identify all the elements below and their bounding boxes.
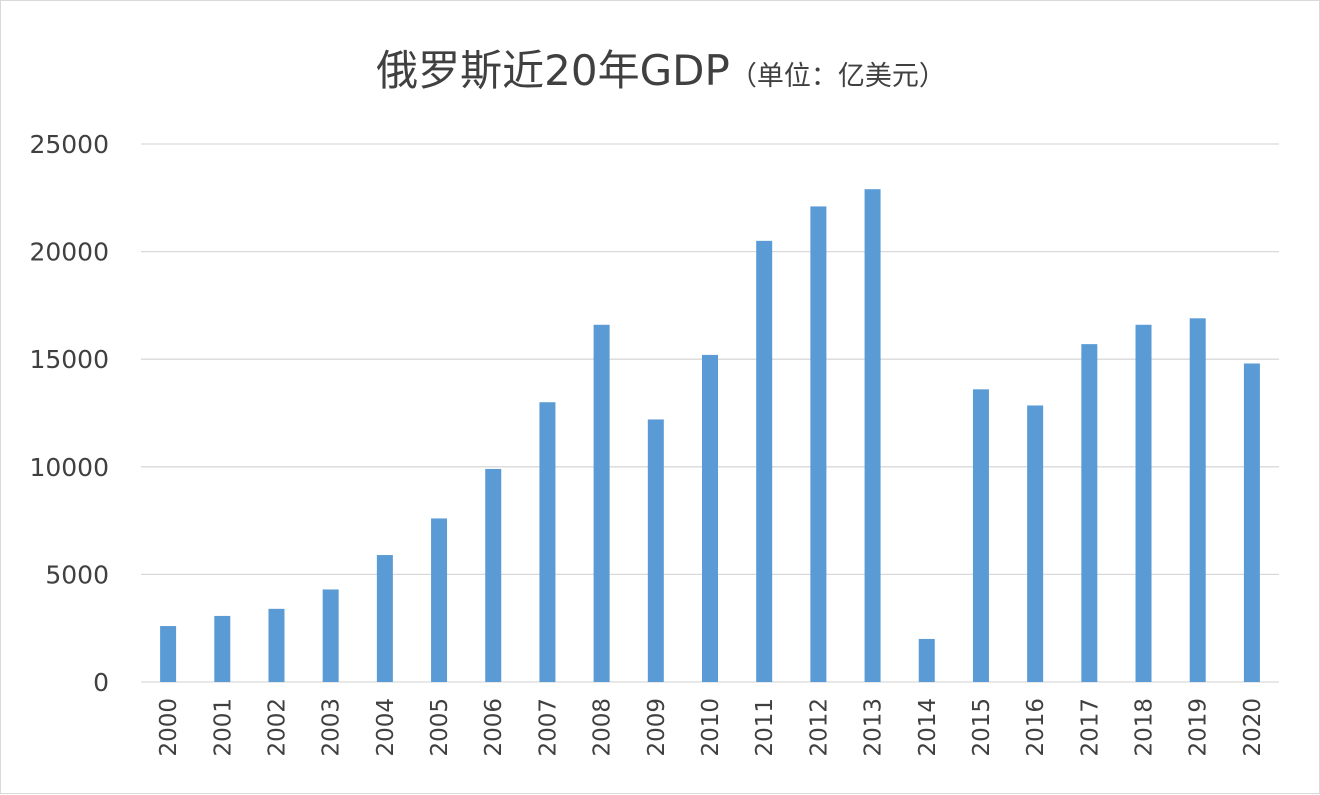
y-tick-label: 10000: [29, 453, 109, 482]
bar-2015: [972, 389, 989, 682]
bar-2001: [214, 615, 231, 682]
x-tick-label: 2004: [373, 698, 399, 757]
bar-2020: [1243, 363, 1260, 682]
bar-2013: [864, 189, 881, 682]
bar-2018: [1135, 324, 1152, 682]
chart-subtitle-unit: （单位：亿美元）: [729, 61, 946, 92]
bar-2017: [1081, 344, 1098, 682]
y-tick-label: 5000: [45, 560, 109, 589]
bar-2014: [918, 638, 935, 682]
bar-2019: [1189, 318, 1206, 682]
x-tick-label: 2000: [156, 698, 182, 757]
bar-2004: [376, 555, 393, 682]
x-tick-label: 2006: [481, 698, 507, 757]
x-tick-label: 2017: [1077, 698, 1103, 757]
bar-2009: [647, 419, 664, 682]
bar-2000: [160, 626, 177, 682]
bar-2010: [702, 354, 718, 682]
x-tick-label: 2015: [969, 698, 995, 757]
x-tick-label: 2018: [1132, 698, 1158, 757]
x-tick-label: 2010: [698, 698, 724, 757]
x-tick-label: 2009: [644, 698, 670, 757]
bar-2003: [322, 589, 339, 682]
y-tick-label: 0: [93, 668, 109, 697]
x-tick-label: 2020: [1240, 698, 1266, 757]
bar-2008: [593, 324, 610, 682]
bar-2012: [810, 206, 827, 682]
x-tick-label: 2019: [1186, 698, 1212, 757]
y-tick-label: 15000: [29, 345, 109, 374]
y-tick-label: 25000: [29, 130, 109, 159]
x-tick-label: 2016: [1023, 698, 1049, 757]
y-tick-label: 20000: [29, 238, 109, 267]
x-tick-label: 2012: [806, 698, 832, 757]
chart-title-main: 俄罗斯近20年GDP: [376, 46, 730, 95]
x-tick-label: 2011: [752, 698, 778, 757]
bar-2002: [268, 608, 285, 682]
chart-title: 俄罗斯近20年GDP（单位：亿美元）: [1, 37, 1320, 98]
x-tick-label: 2008: [590, 698, 616, 757]
x-tick-label: 2003: [319, 698, 345, 757]
x-tick-label: 2007: [535, 698, 561, 757]
bar-2007: [539, 402, 556, 682]
bar-2006: [485, 468, 502, 682]
bar-2005: [431, 518, 448, 682]
x-tick-label: 2013: [861, 698, 887, 757]
x-tick-label: 2002: [264, 698, 290, 757]
bar-2011: [756, 240, 773, 682]
x-tick-label: 2001: [210, 698, 236, 757]
x-tick-label: 2005: [427, 698, 453, 757]
x-tick-label: 2014: [915, 698, 941, 757]
bar-2016: [1027, 405, 1044, 682]
